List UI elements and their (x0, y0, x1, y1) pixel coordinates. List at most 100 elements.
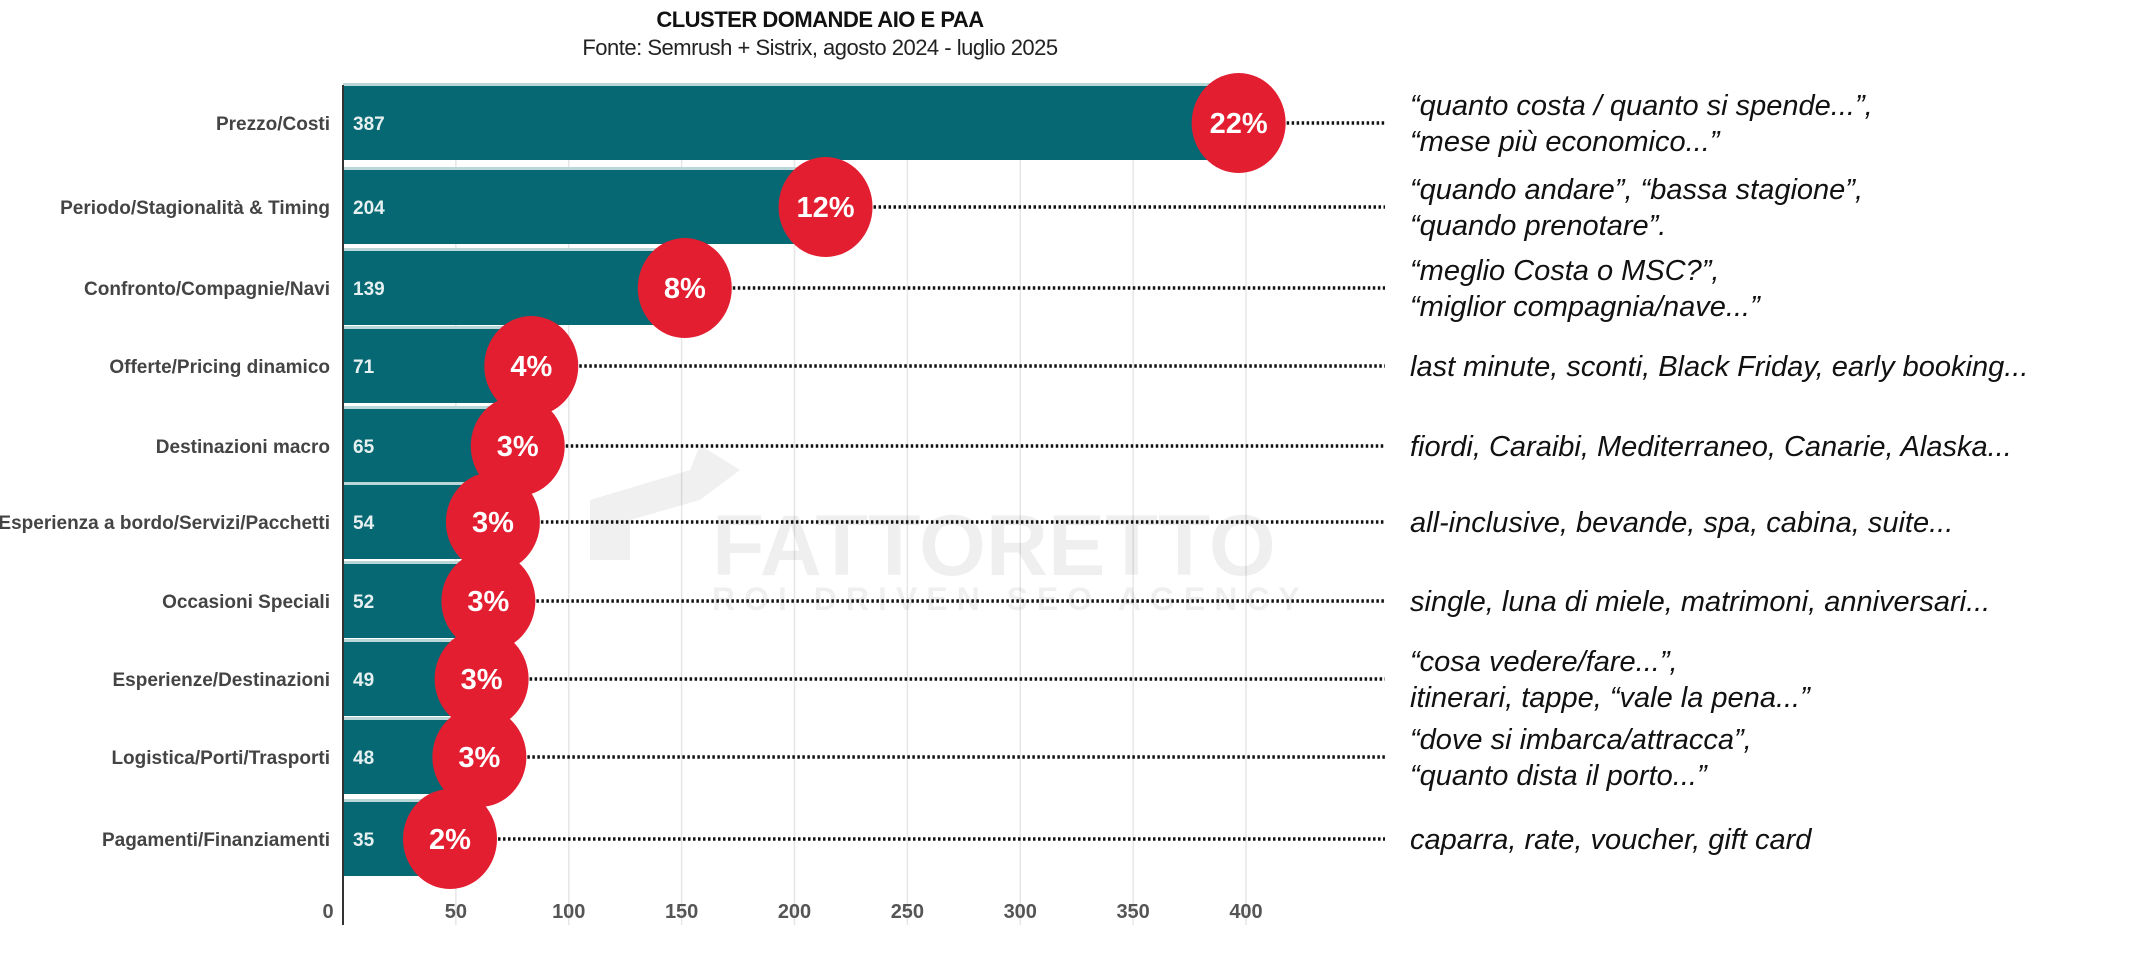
x-tick-label: 50 (445, 901, 467, 923)
annotation-text: “dove si imbarca/attracca”, (1410, 724, 1752, 756)
category-label: Logistica/Porti/Trasporti (111, 748, 330, 769)
percent-label: 3% (472, 507, 514, 539)
category-label: Esperienze/Destinazioni (112, 670, 330, 691)
category-label: Prezzo/Costi (216, 114, 330, 135)
percent-bubble (778, 157, 873, 257)
category-label: Occasioni Speciali (162, 592, 330, 613)
watermark-logo-icon (590, 445, 740, 560)
bar (343, 329, 504, 403)
bar-row: Offerte/Pricing dinamico 71 4% last minute… (109, 316, 2028, 416)
annotation-text: “quanto costa / quanto si spende...”, (1410, 90, 1873, 122)
x-tick-label: 400 (1229, 901, 1262, 923)
x-tick-label: 150 (665, 901, 698, 923)
value-label: 204 (353, 198, 385, 219)
percent-bubble (434, 629, 529, 729)
bar-row: Prezzo/Costi 387 22% “quanto costa / quanto… (216, 73, 1873, 173)
bar-highlight (343, 248, 657, 251)
bar (343, 409, 490, 483)
bar-highlight (343, 639, 454, 642)
watermark: FATTORETTO ROI DRIVEN SEO AGENCY (590, 445, 1309, 617)
bars: Prezzo/Costi 387 22% “quanto costa / quanto… (0, 73, 2028, 889)
value-label: 49 (353, 670, 374, 691)
annotation-text: “meglio Costa o MSC?”, (1410, 255, 1719, 287)
bar-highlight (343, 83, 1217, 86)
percent-label: 3% (497, 431, 539, 463)
bar-row: Logistica/Porti/Trasporti 48 3% “dove si im… (111, 707, 1752, 807)
percent-bubble (432, 707, 527, 807)
category-label: Confronto/Compagnie/Navi (84, 279, 330, 300)
chart-title: CLUSTER DOMANDE AIO E PAA (656, 7, 984, 32)
category-label: Pagamenti/Finanziamenti (102, 830, 330, 851)
category-label: Destinazioni macro (156, 437, 330, 458)
value-label: 48 (353, 748, 374, 769)
value-label: 71 (353, 357, 375, 378)
bar (343, 170, 804, 244)
watermark-text: FATTORETTO (712, 498, 1276, 594)
annotation-text: all-inclusive, bevande, spa, cabina, sui… (1410, 507, 1953, 539)
percent-label: 8% (664, 273, 706, 305)
value-label: 52 (353, 592, 374, 613)
x-tick-label: 200 (778, 901, 811, 923)
x-tick-label: 0 (322, 901, 333, 923)
watermark-tagline: ROI DRIVEN SEO AGENCY (712, 581, 1309, 617)
x-axis-ticks: 0 50 100 150 200 250 300 350 400 (322, 901, 1262, 923)
percent-bubble (470, 396, 565, 496)
bar (343, 86, 1217, 160)
bar-highlight (343, 561, 461, 564)
percent-label: 4% (510, 351, 552, 383)
annotation-text: single, luna di miele, matrimoni, annive… (1410, 586, 1990, 618)
annotation-text: caparra, rate, voucher, gift card (1410, 824, 1812, 856)
value-label: 139 (353, 279, 385, 300)
percent-label: 3% (461, 664, 503, 696)
bar-highlight (343, 326, 504, 329)
bar-highlight (343, 799, 423, 802)
x-tick-label: 250 (891, 901, 924, 923)
bar-highlight (343, 167, 804, 170)
annotation-text: last minute, sconti, Black Friday, early… (1410, 351, 2028, 383)
value-label: 65 (353, 437, 375, 458)
bar-row: Confronto/Compagnie/Navi 139 8% “meglio Cos… (84, 238, 1761, 338)
category-label: Esperienza a bordo/Servizi/Pacchetti (0, 513, 330, 534)
bar-row: Pagamenti/Finanziamenti 35 2% caparra, rate… (102, 789, 1812, 889)
chart-subtitle: Fonte: Semrush + Sistrix, agosto 2024 - … (582, 35, 1058, 60)
bar-highlight (343, 406, 490, 409)
bar-highlight (343, 717, 452, 720)
percent-bubble (484, 316, 579, 416)
annotation-text: “cosa vedere/fare...”, (1410, 646, 1678, 678)
percent-bubble (1191, 73, 1286, 173)
x-tick-label: 350 (1116, 901, 1149, 923)
bar-row: Esperienze/Destinazioni 49 3% “cosa vedere/… (112, 629, 1811, 729)
bar-row: Esperienza a bordo/Servizi/Pacchetti 54 3%… (0, 472, 1953, 572)
percent-bubble (445, 472, 540, 572)
percent-label: 22% (1210, 108, 1268, 140)
x-tick-label: 100 (552, 901, 585, 923)
percent-label: 3% (467, 586, 509, 618)
value-label: 387 (353, 114, 385, 135)
percent-bubble (403, 789, 498, 889)
annotation-text: “miglior compagnia/nave...” (1410, 291, 1761, 323)
x-tick-label: 300 (1004, 901, 1037, 923)
category-label: Periodo/Stagionalità & Timing (60, 198, 330, 219)
bar (343, 564, 461, 638)
percent-label: 12% (797, 192, 855, 224)
percent-label: 2% (429, 824, 471, 856)
percent-bubble (637, 238, 732, 338)
bar (343, 485, 465, 559)
annotation-text: itinerari, tappe, “vale la pena...” (1410, 682, 1811, 714)
bar-highlight (343, 482, 465, 485)
bar (343, 251, 657, 325)
value-label: 35 (353, 830, 375, 851)
annotation-text: “quando andare”, “bassa stagione”, (1410, 174, 1863, 206)
value-label: 54 (353, 513, 375, 534)
percent-bubble (441, 551, 536, 651)
annotation-text: fiordi, Caraibi, Mediterraneo, Canarie, … (1410, 431, 2012, 463)
annotation-text: “mese più economico...” (1410, 126, 1721, 158)
category-label: Offerte/Pricing dinamico (109, 357, 330, 378)
bar-row: Occasioni Speciali 52 3% single, luna di mi… (162, 551, 1990, 651)
annotation-text: “quanto dista il porto...” (1410, 760, 1708, 792)
annotation-text: “quando prenotare”. (1410, 210, 1666, 242)
bar-row: Destinazioni macro 65 3% fiordi, Caraibi, M… (156, 396, 2012, 496)
percent-label: 3% (458, 742, 500, 774)
bar-row: Periodo/Stagionalità & Timing 204 12% “quan… (60, 157, 1863, 257)
